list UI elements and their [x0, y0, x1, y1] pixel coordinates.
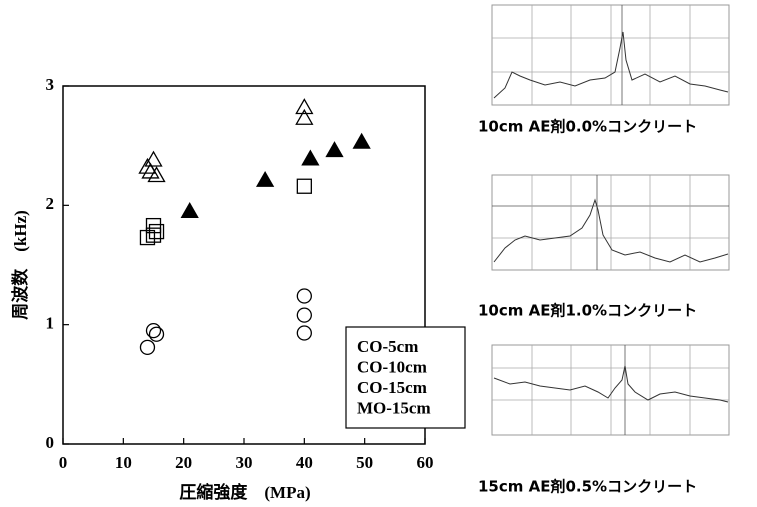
circle-marker — [147, 324, 161, 338]
legend-label: MO-15cm — [357, 398, 431, 417]
x-tick-label: 10 — [115, 453, 132, 472]
x-tick-label: 40 — [296, 453, 313, 472]
panel-caption: 10cm AE剤0.0%コンクリート — [478, 118, 697, 136]
x-tick-label: 20 — [175, 453, 192, 472]
spectrum-3 — [492, 345, 729, 435]
panel-frame — [492, 175, 729, 270]
y-tick-label: 3 — [46, 75, 55, 94]
square-marker — [297, 179, 311, 193]
panel-caption: 15cm AE剤0.5%コンクリート — [478, 478, 697, 496]
triangle-marker — [354, 134, 370, 148]
legend-label: CO-5cm — [357, 337, 418, 356]
circle-marker — [150, 327, 164, 341]
x-tick-label: 30 — [236, 453, 253, 472]
triangle-marker — [182, 203, 198, 217]
panel-caption: 10cm AE剤1.0%コンクリート — [478, 302, 697, 320]
triangle-marker — [257, 172, 273, 186]
circle-marker — [297, 326, 311, 340]
y-tick-label: 2 — [46, 194, 55, 213]
y-tick-label: 1 — [46, 314, 55, 333]
panel-frame — [492, 345, 729, 435]
x-tick-label: 50 — [356, 453, 373, 472]
panel-frame — [492, 5, 729, 105]
triangle-marker — [296, 110, 312, 124]
circle-marker — [297, 308, 311, 322]
figure: 圧縮強度 (MPa) 周波数 (kHz) 10cm AE剤0.0%コンクリート … — [0, 0, 757, 507]
x-tick-label: 0 — [59, 453, 68, 472]
y-tick-label: 0 — [46, 433, 55, 452]
x-axis-label: 圧縮強度 (MPa) — [179, 482, 310, 502]
spectrum-1 — [492, 5, 729, 105]
triangle-marker — [327, 142, 343, 156]
y-axis-label: 周波数 (kHz) — [10, 210, 30, 320]
triangle-marker — [302, 151, 318, 165]
square-marker — [150, 225, 164, 239]
circle-marker — [140, 340, 154, 354]
x-tick-label: 60 — [417, 453, 434, 472]
legend-label: CO-15cm — [357, 378, 427, 397]
legend-label: CO-10cm — [357, 357, 427, 376]
circle-marker — [297, 289, 311, 303]
spectrum-2 — [492, 175, 729, 270]
